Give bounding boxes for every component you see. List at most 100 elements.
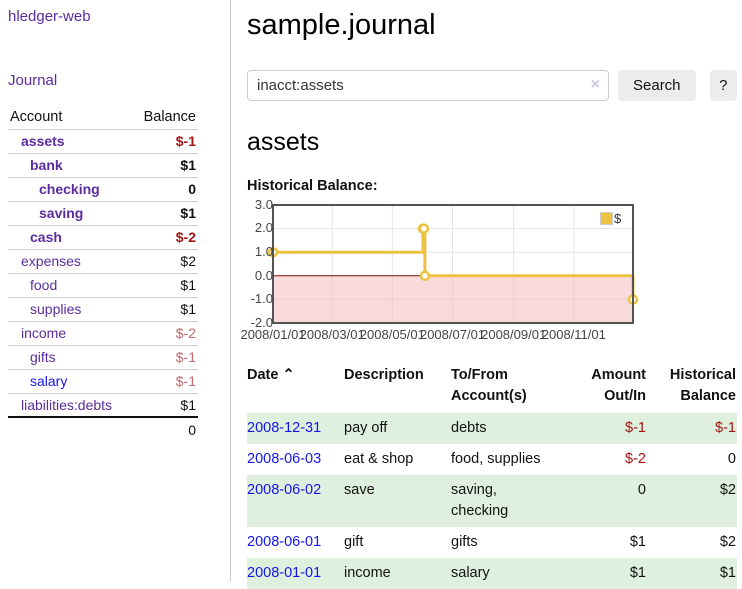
account-balance: 0	[132, 177, 198, 202]
account-link-expenses[interactable]: expenses	[21, 253, 81, 269]
transaction-amount: $1	[629, 565, 646, 581]
sort-ascending-icon: ⌃	[282, 366, 295, 383]
transaction-date-link[interactable]: 2008-12-31	[247, 419, 322, 436]
account-balance: $1	[132, 393, 198, 418]
transaction-balance: 0	[727, 450, 736, 467]
register-header-amount[interactable]: Amount Out/In	[591, 366, 646, 404]
transaction-balance: $-1	[715, 419, 736, 436]
account-link-checking[interactable]: checking	[39, 181, 100, 197]
x-tick-label: 2008/11/01	[541, 326, 606, 342]
transaction-date-link[interactable]: 2008-06-01	[247, 533, 322, 550]
account-link-income[interactable]: income	[21, 325, 67, 341]
register-header-date[interactable]: Date ⌃	[247, 361, 344, 413]
account-balance: $1	[132, 153, 198, 178]
register-row: 2008-06-01 gift gifts $1 $2	[247, 527, 737, 558]
transaction-date-link[interactable]: 2008-06-03	[247, 450, 322, 467]
x-tick-label: 2008/07/01	[419, 326, 486, 342]
accounts-header-row: Account Balance	[8, 105, 198, 130]
transaction-description: pay off	[344, 419, 388, 436]
sidebar: hledger-web Journal Account Balance asse…	[0, 0, 231, 582]
account-link-gifts[interactable]: gifts	[30, 349, 56, 365]
account-link-salary[interactable]: salary	[30, 373, 68, 389]
transaction-balance: $2	[719, 481, 736, 498]
y-tick-label: 3.0	[254, 196, 273, 212]
balance-chart: 3.0 2.0 1.0 0.0 -1.0 -2.0 2008/01/01 2008/03/0…	[240, 197, 707, 344]
main-content: sample.journal × Search ? assets Histori…	[240, 0, 737, 589]
register-row: 2008-01-01 income salary $1 $1	[247, 558, 737, 589]
register-table: Date ⌃ Description To/From Account(s) Amo…	[247, 361, 737, 589]
register-header-description[interactable]: Description	[344, 366, 424, 383]
account-row: salary $-1	[8, 369, 198, 394]
account-link-cash[interactable]: cash	[30, 229, 62, 245]
account-row: cash $-2	[8, 225, 198, 250]
account-balance: $1	[132, 273, 198, 298]
transaction-amount: $-1	[625, 419, 646, 436]
transaction-amount: $1	[629, 533, 646, 550]
account-link-supplies[interactable]: supplies	[30, 301, 82, 317]
chart-plot	[267, 203, 639, 324]
account-link-bank[interactable]: bank	[30, 157, 63, 173]
register-header-row: Date ⌃ Description To/From Account(s) Amo…	[247, 361, 737, 413]
y-tick-label: -1.0	[250, 291, 273, 307]
transaction-date-link[interactable]: 2008-01-01	[247, 565, 322, 581]
transaction-balance: $2	[719, 533, 736, 550]
search-form: × Search ?	[247, 69, 737, 101]
register-row: 2008-06-02 save saving, checking 0 $2	[247, 474, 737, 527]
transaction-accounts: gifts	[451, 533, 478, 550]
account-heading: assets	[247, 127, 320, 156]
account-balance: $-1	[132, 369, 198, 394]
search-button[interactable]: Search	[618, 69, 696, 101]
account-row: gifts $-1	[8, 345, 198, 370]
chart-legend: $	[600, 211, 621, 226]
chart-title: Historical Balance:	[247, 177, 378, 194]
help-button[interactable]: ?	[709, 69, 737, 101]
transaction-amount: $-2	[625, 450, 646, 467]
account-balance: $-1	[132, 345, 198, 370]
accounts-table: Account Balance assets $-1 bank $1 check…	[8, 105, 198, 441]
y-tick-label: 0.0	[254, 267, 273, 283]
transaction-balance: $1	[719, 565, 736, 581]
account-link-liabilities-debts[interactable]: liabilities:debts	[21, 396, 113, 413]
transaction-accounts: food, supplies	[451, 450, 541, 467]
account-balance: $1	[132, 297, 198, 322]
y-tick-label: -2.0	[250, 314, 273, 330]
account-row: food $1	[8, 273, 198, 298]
register-header-accounts[interactable]: To/From Account(s)	[451, 366, 527, 404]
account-balance: $2	[132, 249, 198, 274]
account-row: supplies $1	[8, 297, 198, 322]
transaction-accounts: saving, checking	[451, 481, 509, 519]
account-balance: $-2	[132, 321, 198, 346]
sidebar-item-journal[interactable]: Journal	[8, 72, 58, 89]
transaction-date-link[interactable]: 2008-06-02	[247, 481, 322, 498]
clear-search-icon[interactable]: ×	[590, 75, 600, 93]
page-title: sample.journal	[247, 9, 436, 41]
app-brand-link[interactable]: hledger-web	[8, 8, 91, 25]
accounts-header-account: Account	[8, 105, 133, 130]
accounts-header-balance: Balance	[132, 105, 198, 130]
account-balance: $-2	[132, 225, 198, 250]
account-row: bank $1	[8, 153, 198, 178]
y-tick-label: 2.0	[254, 220, 273, 236]
y-tick-label: 1.0	[254, 244, 273, 260]
account-balance: $1	[132, 201, 198, 226]
x-tick-label: 2008/09/01	[481, 326, 547, 342]
account-row: assets $-1	[8, 129, 198, 154]
account-link-saving[interactable]: saving	[39, 205, 84, 221]
account-balance: $-1	[132, 129, 198, 154]
transaction-accounts: debts	[451, 419, 487, 436]
account-link-food[interactable]: food	[30, 277, 58, 293]
register-row: 2008-12-31 pay off debts $-1 $-1	[247, 412, 737, 444]
transaction-description: eat & shop	[344, 450, 414, 467]
register-header-balance[interactable]: Historical Balance	[669, 366, 736, 404]
account-link-assets[interactable]: assets	[21, 133, 65, 149]
account-row: checking 0	[8, 177, 198, 202]
transaction-accounts: salary	[451, 565, 490, 581]
register-row: 2008-06-03 eat & shop food, supplies $-2…	[247, 444, 737, 475]
account-row: income $-2	[8, 321, 198, 346]
search-input[interactable]	[247, 69, 609, 101]
series-color-swatch-icon	[600, 211, 613, 225]
transaction-description: gift	[344, 533, 364, 550]
account-row: saving $1	[8, 201, 198, 226]
transaction-amount: 0	[637, 481, 646, 498]
account-row: expenses $2	[8, 249, 198, 274]
